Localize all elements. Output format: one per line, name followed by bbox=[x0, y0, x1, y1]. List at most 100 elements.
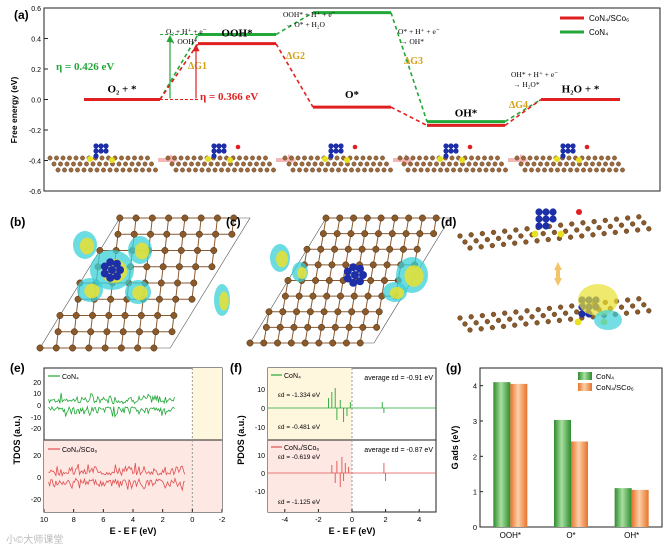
carbon-atom bbox=[159, 263, 167, 271]
carbon-atom bbox=[375, 308, 383, 316]
carbon-atom bbox=[613, 216, 620, 222]
carbon-atom bbox=[483, 167, 489, 173]
sulfur-atom bbox=[459, 157, 465, 163]
carbon-atom bbox=[62, 167, 67, 173]
carbon-atom bbox=[315, 339, 323, 347]
cobalt-atom bbox=[112, 272, 121, 281]
carbon-atom bbox=[295, 155, 301, 161]
carbon-atom bbox=[97, 161, 102, 167]
carbon-atom bbox=[636, 296, 642, 302]
carbon-atom bbox=[618, 222, 625, 228]
carbon-atom bbox=[103, 161, 109, 167]
carbon-atom bbox=[314, 261, 322, 269]
carbon-atom bbox=[583, 161, 589, 167]
carbon-atom bbox=[267, 161, 272, 167]
carbon-atom bbox=[534, 238, 540, 244]
carbon-atom bbox=[276, 323, 284, 331]
carbon-atom bbox=[312, 161, 318, 167]
carbon-atom bbox=[319, 161, 324, 167]
cobalt-atom bbox=[549, 215, 557, 223]
cobalt-atom bbox=[211, 148, 217, 154]
carbon-atom bbox=[518, 161, 524, 167]
y-axis-label-e: TDOS (a.u.) bbox=[12, 415, 22, 464]
carbon-atom bbox=[432, 214, 440, 222]
cobalt-atom bbox=[443, 148, 449, 154]
delta-g-label: ΔG3 bbox=[404, 56, 423, 67]
carbon-atom bbox=[625, 297, 631, 303]
cobalt-atom bbox=[349, 263, 358, 272]
carbon-atom bbox=[551, 161, 556, 167]
carbon-atom bbox=[127, 167, 132, 173]
legend-swatch-g bbox=[578, 372, 592, 380]
carbon-atom bbox=[344, 245, 352, 253]
x-tick-label-e: 4 bbox=[131, 515, 135, 524]
carbon-atom bbox=[401, 161, 407, 167]
carbon-atom bbox=[117, 344, 125, 352]
carbon-atom bbox=[545, 237, 551, 243]
x-tick-label-e: -2 bbox=[219, 515, 226, 524]
shade-top-e bbox=[192, 368, 222, 440]
carbon-atom bbox=[193, 167, 198, 173]
carbon-atom bbox=[306, 308, 314, 316]
carbon-atom bbox=[349, 167, 354, 173]
carbon-atom bbox=[359, 323, 367, 331]
cobalt-atom bbox=[560, 148, 566, 154]
carbon-atom bbox=[331, 245, 339, 253]
carbon-atom bbox=[214, 214, 221, 222]
carbon-atom bbox=[290, 167, 296, 173]
carbon-atom bbox=[191, 155, 197, 161]
y-tick-label-e: 20 bbox=[33, 380, 41, 387]
carbon-atom bbox=[274, 339, 282, 347]
carbon-atom bbox=[170, 312, 178, 319]
carbon-atom bbox=[251, 167, 257, 173]
carbon-atom bbox=[73, 155, 79, 161]
carbon-atom bbox=[129, 161, 135, 167]
carbon-atom bbox=[77, 161, 83, 167]
carbon-atom bbox=[350, 292, 358, 300]
carbon-atom bbox=[477, 167, 482, 173]
cobalt-atom bbox=[216, 143, 222, 149]
carbon-atom bbox=[64, 161, 70, 167]
cobalt-atom bbox=[535, 208, 543, 216]
energy-connector bbox=[390, 106, 428, 127]
carbon-atom bbox=[146, 167, 152, 173]
bar-OH*-1 bbox=[631, 489, 649, 527]
carbon-atom bbox=[299, 161, 305, 167]
cobalt-atom bbox=[211, 153, 217, 159]
carbon-atom bbox=[161, 247, 169, 254]
carbon-atom bbox=[361, 308, 369, 316]
carbon-atom bbox=[418, 167, 424, 173]
reaction-text: O* + H⁺ + e⁻ bbox=[398, 27, 440, 36]
carbon-atom bbox=[513, 227, 519, 233]
carbon-atom bbox=[150, 344, 158, 352]
carbon-atom bbox=[548, 167, 554, 173]
carbon-atom bbox=[121, 312, 129, 319]
carbon-atom bbox=[567, 316, 574, 322]
bar-OOH*-0 bbox=[493, 382, 511, 527]
carbon-atom bbox=[381, 167, 387, 173]
energy-connector bbox=[159, 34, 199, 100]
carbon-atom bbox=[315, 155, 320, 161]
y-tick-label-a: 0.6 bbox=[31, 6, 41, 13]
carbon-atom bbox=[99, 155, 105, 161]
carbon-atom bbox=[301, 339, 309, 347]
carbon-atom bbox=[488, 155, 494, 161]
carbon-atom bbox=[495, 235, 502, 242]
cobalt-atom bbox=[328, 143, 334, 149]
reaction-text: → OH* bbox=[400, 37, 424, 46]
dos-curve bbox=[48, 477, 185, 492]
delta-g-label: ΔG4 bbox=[509, 100, 528, 111]
carbon-atom bbox=[641, 302, 647, 308]
y-tick-label-f: 10 bbox=[257, 453, 265, 460]
carbon-atom bbox=[405, 214, 413, 222]
carbon-atom bbox=[247, 161, 253, 167]
carbon-atom bbox=[372, 245, 380, 253]
carbon-atom bbox=[496, 167, 502, 173]
carbon-atom bbox=[561, 167, 567, 173]
carbon-atom bbox=[225, 167, 231, 173]
carbon-atom bbox=[413, 245, 421, 253]
carbon-atom bbox=[368, 167, 374, 173]
cobalt-atom bbox=[549, 208, 557, 216]
carbon-atom bbox=[500, 323, 507, 330]
x-axis-label-f: E - E F (eV) bbox=[329, 526, 376, 536]
